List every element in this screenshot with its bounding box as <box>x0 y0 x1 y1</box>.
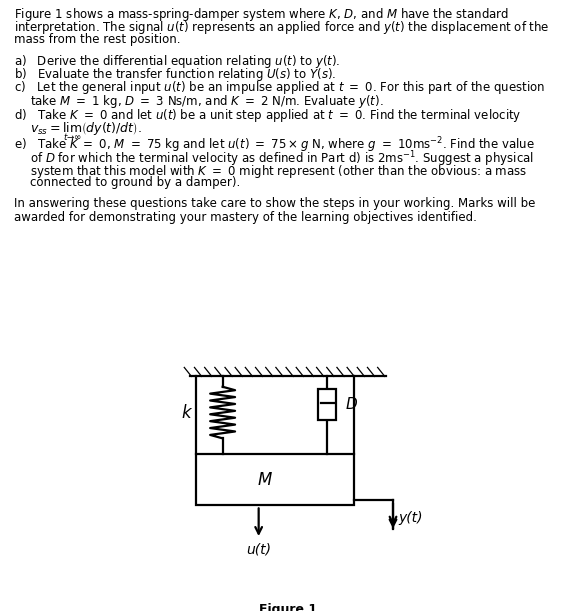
Text: interpretation. The signal $u(t)$ represents an applied force and $y(t)$ the dis: interpretation. The signal $u(t)$ repres… <box>14 20 550 37</box>
Bar <box>197 454 354 505</box>
Text: connected to ground by a damper).: connected to ground by a damper). <box>30 176 240 189</box>
Text: y(t): y(t) <box>398 511 423 525</box>
Text: Figure 1: Figure 1 <box>259 604 317 611</box>
Text: a)   Derive the differential equation relating $u(t)$ to $y(t)$.: a) Derive the differential equation rela… <box>14 53 341 70</box>
Text: u(t): u(t) <box>246 543 271 557</box>
Text: system that this model with $K~=~0$ might represent (other than the obvious: a m: system that this model with $K~=~0$ migh… <box>30 163 527 180</box>
Text: d)   Take $K~=~0$ and let $u(t)$ be a unit step applied at $t~=~0$. Find the ter: d) Take $K~=~0$ and let $u(t)$ be a unit… <box>14 106 521 123</box>
Text: e)   Take $K~=~0$, $M~=~75$ kg and let $u(t)~=~75 \times g$ N, where $g~=~10\mat: e) Take $K~=~0$, $M~=~75$ kg and let $u(… <box>14 136 535 155</box>
Text: k: k <box>182 403 192 422</box>
Text: mass from the rest position.: mass from the rest position. <box>14 33 180 46</box>
Text: b)   Evaluate the transfer function relating $U(s)$ to $Y(s)$.: b) Evaluate the transfer function relati… <box>14 66 336 83</box>
Text: $v_{ss} = \lim_{t\to\infty}\left(dy(t)/dt\right)$.: $v_{ss} = \lim_{t\to\infty}\left(dy(t)/d… <box>30 120 142 142</box>
Bar <box>319 389 337 420</box>
Text: D: D <box>345 397 357 412</box>
Text: awarded for demonstrating your mastery of the learning objectives identified.: awarded for demonstrating your mastery o… <box>14 211 477 224</box>
Text: M: M <box>258 470 272 489</box>
Text: c)   Let the general input $u(t)$ be an impulse applied at $t~=~0$. For this par: c) Let the general input $u(t)$ be an im… <box>14 79 545 97</box>
Text: take $M~=~1$ kg, $D~=~3$ Ns/m, and $K~=~2$ N/m. Evaluate $y(t)$.: take $M~=~1$ kg, $D~=~3$ Ns/m, and $K~=~… <box>30 93 384 110</box>
Text: In answering these questions take care to show the steps in your working. Marks : In answering these questions take care t… <box>14 197 536 211</box>
Text: Figure 1 shows a mass-spring-damper system where $K$, $D$, and $M$ have the stan: Figure 1 shows a mass-spring-damper syst… <box>14 6 509 23</box>
Text: of $D$ for which the terminal velocity as defined in Part d) is $2\mathrm{ms}^{-: of $D$ for which the terminal velocity a… <box>30 149 534 169</box>
